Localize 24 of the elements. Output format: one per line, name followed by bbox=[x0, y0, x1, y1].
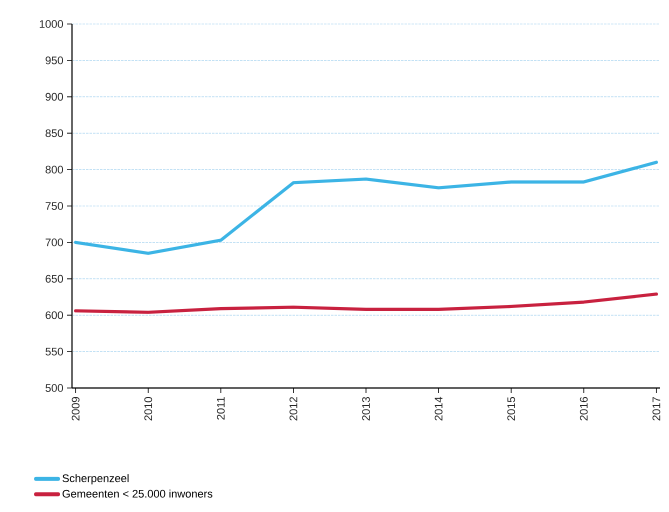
y-tick-label: 500 bbox=[46, 384, 64, 392]
y-tick-label: 1000 bbox=[40, 20, 64, 28]
y-tick-label: 600 bbox=[46, 311, 64, 320]
y-tick-label: 900 bbox=[46, 92, 64, 101]
x-tick-label: 2015 bbox=[507, 397, 516, 420]
y-tick-label: 550 bbox=[46, 348, 64, 356]
line-series bbox=[74, 160, 658, 255]
line-series bbox=[74, 292, 658, 314]
y-tick-label: 850 bbox=[46, 129, 64, 138]
x-tick-label: 2011 bbox=[216, 397, 225, 420]
y-tick-label: 950 bbox=[46, 56, 64, 64]
legend-label: Gemeenten < 25.000 inwoners bbox=[62, 490, 212, 498]
x-tick-label: 2016 bbox=[580, 397, 588, 420]
x-tick-label: 2009 bbox=[72, 397, 80, 420]
x-tick-label: 2017 bbox=[652, 397, 660, 420]
x-tick-label: 2010 bbox=[144, 396, 152, 420]
x-tick-label: 2014 bbox=[434, 396, 442, 420]
y-tick-label: 650 bbox=[46, 274, 64, 283]
y-tick-label: 750 bbox=[46, 202, 64, 210]
x-tick-label: 2012 bbox=[290, 397, 298, 420]
y-tick-label: 800 bbox=[46, 166, 64, 174]
legend-label: Scherpenzeel bbox=[62, 474, 129, 484]
x-tick-label: 2013 bbox=[362, 397, 370, 420]
y-tick-label: 700 bbox=[46, 238, 64, 246]
